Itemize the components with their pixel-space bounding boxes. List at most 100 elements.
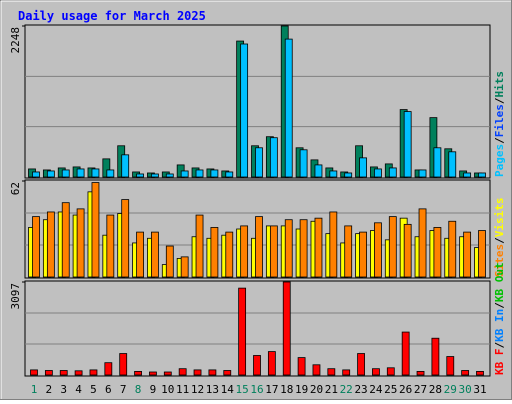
bar <box>74 370 83 376</box>
legend-entry: Pages <box>493 144 506 177</box>
bar <box>327 368 336 376</box>
x-tick-label: 20 <box>310 383 323 396</box>
bar <box>269 225 278 278</box>
bar <box>463 172 472 178</box>
bar <box>314 217 323 278</box>
legend-separator: / <box>493 342 506 349</box>
bar <box>119 353 128 376</box>
x-tick-label: 21 <box>325 383 338 396</box>
bar <box>61 202 70 278</box>
bar <box>329 211 338 278</box>
panel <box>24 24 491 179</box>
bar <box>59 370 68 376</box>
bar <box>136 173 144 178</box>
bar <box>223 370 232 376</box>
x-tick-label: 4 <box>75 383 82 396</box>
bar <box>225 171 234 178</box>
bar <box>255 147 263 178</box>
x-tick-label: 3 <box>60 383 67 396</box>
legend: Sites/Visits <box>493 198 506 278</box>
x-tick-label: 14 <box>221 383 235 396</box>
bar <box>134 370 142 376</box>
panel <box>24 179 491 279</box>
legend-separator: / <box>493 237 506 244</box>
bar <box>418 208 427 278</box>
bar <box>359 231 367 278</box>
x-tick-label: 10 <box>161 383 174 396</box>
bar <box>357 353 365 376</box>
bar <box>178 368 187 376</box>
bar <box>208 369 217 376</box>
bar <box>210 169 219 178</box>
x-tick-label: 17 <box>265 383 278 396</box>
bar <box>359 157 367 178</box>
y-tick-label: 3097 <box>9 283 22 310</box>
bar <box>76 208 85 278</box>
bar <box>463 231 472 278</box>
x-tick-label: 8 <box>135 383 142 396</box>
bar <box>136 231 144 278</box>
bar <box>151 231 159 278</box>
bar <box>344 225 353 278</box>
x-tick-label: 5 <box>90 383 97 396</box>
bar <box>476 370 484 376</box>
x-tick-label: 28 <box>429 383 442 396</box>
bar <box>151 173 159 178</box>
bar <box>255 216 263 278</box>
bar <box>102 158 111 178</box>
x-tick-label: 23 <box>354 383 367 396</box>
bar <box>372 368 380 376</box>
bar <box>299 219 308 278</box>
bar <box>446 356 455 376</box>
panel <box>24 280 491 377</box>
x-tick-label: 6 <box>105 383 112 396</box>
bar <box>46 211 55 278</box>
x-tick-label: 7 <box>120 383 127 396</box>
x-tick-label: 16 <box>250 383 263 396</box>
bar <box>253 355 261 376</box>
x-tick-label: 13 <box>206 383 219 396</box>
bar <box>121 199 130 278</box>
x-tick-label: 19 <box>295 383 308 396</box>
x-tick-label: 18 <box>280 383 293 396</box>
bar <box>104 362 113 376</box>
bar <box>121 154 130 178</box>
legend-entry: KB Out <box>493 262 506 302</box>
x-tick-label: 11 <box>176 383 189 396</box>
legend-entry: Sites <box>493 244 506 277</box>
bar <box>342 369 351 376</box>
bar <box>91 182 100 278</box>
bar <box>32 171 40 178</box>
x-tick-label: 1 <box>31 383 38 396</box>
bar <box>374 168 382 178</box>
bar <box>30 369 38 376</box>
legend: KB F/KB In/KB Out <box>493 262 506 375</box>
legend-entry: Hits <box>493 71 506 98</box>
bar <box>165 245 174 278</box>
bar <box>401 331 410 376</box>
y-tick-label: 2248 <box>9 27 22 54</box>
legend-entry: Files <box>493 104 506 137</box>
bar <box>403 111 412 178</box>
x-tick-label: 2 <box>46 383 53 396</box>
bar <box>433 147 442 178</box>
bar <box>32 216 40 278</box>
bar <box>106 169 115 178</box>
bar <box>431 337 440 376</box>
bar <box>89 369 98 376</box>
legend: Pages/Files/Hits <box>493 71 506 177</box>
bar <box>388 167 397 178</box>
bar <box>193 369 202 376</box>
x-tick-label: 26 <box>399 383 412 396</box>
legend-entry: KB In <box>493 309 506 342</box>
x-tick-label: 29 <box>444 383 457 396</box>
y-tick-label: 62 <box>9 182 22 195</box>
bar <box>344 172 353 178</box>
legend-separator: / <box>493 97 506 104</box>
bar <box>46 170 55 178</box>
bar <box>374 222 382 278</box>
bar <box>297 357 306 376</box>
x-tick-label: 24 <box>369 383 383 396</box>
